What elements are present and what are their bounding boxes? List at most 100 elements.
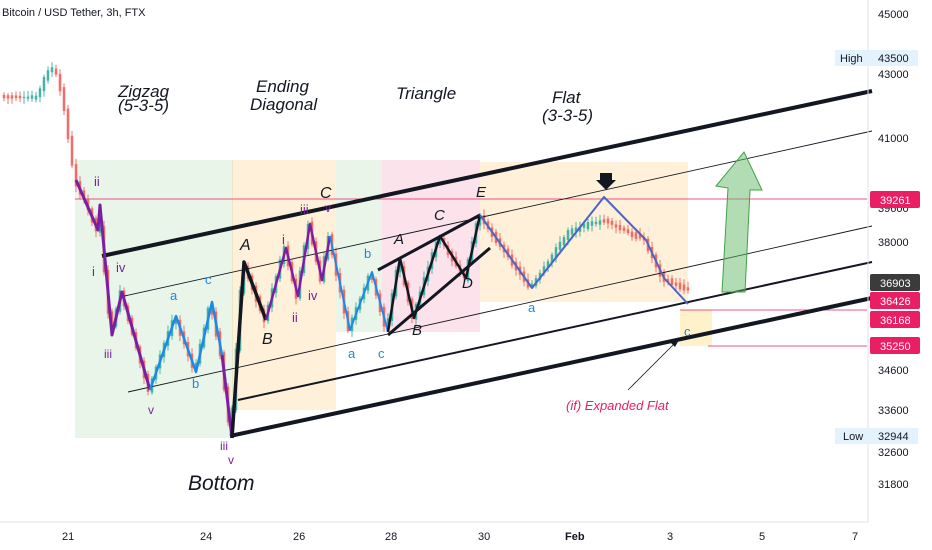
high-label-bg: [835, 50, 870, 66]
x-tick-5: 5: [759, 531, 765, 543]
tag-36903-bg: [870, 274, 920, 291]
flat-top-arrow: [596, 173, 616, 190]
candle-body: [602, 219, 606, 223]
wave-label: b: [364, 246, 371, 261]
wave-label: D: [462, 275, 473, 292]
zigzag-zone: [75, 160, 233, 438]
candle-body: [586, 222, 590, 230]
diagonal-black-wave: [230, 260, 268, 439]
candle-body: [26, 96, 30, 99]
wave-label: B: [262, 331, 273, 348]
wave-label: i: [282, 232, 285, 247]
candle-body: [398, 264, 402, 273]
zigzag-purple-wave: [74, 179, 152, 391]
candle-body: [574, 227, 578, 233]
candle-body: [678, 282, 682, 290]
zigzag-blue-wave: [148, 300, 224, 391]
candle-body: [10, 95, 14, 99]
wave-label: iii: [220, 439, 228, 453]
candle-body: [174, 320, 178, 324]
candle-body: [566, 230, 570, 240]
triangle-upper-line: [377, 213, 481, 272]
candle-body: [582, 223, 586, 228]
bullish-target-arrow: [715, 151, 763, 293]
annot-zigzag: Zigzag: [117, 82, 170, 101]
wave-label: B: [412, 322, 422, 339]
candle-body: [50, 67, 54, 73]
wave-label: C: [320, 185, 332, 202]
wave-label: iii: [300, 202, 309, 217]
x-tick-21: 21: [62, 531, 74, 543]
candle-body: [682, 284, 686, 291]
wave-label: ii: [292, 310, 298, 325]
annot-flat: Flat: [552, 88, 582, 107]
tag-36426-bg: [870, 292, 920, 309]
candle-body: [562, 237, 566, 246]
x-tick-26: 26: [293, 531, 305, 543]
wave-label: b: [192, 376, 199, 391]
annot-ending: Ending: [256, 77, 309, 96]
candle-body: [578, 226, 582, 232]
annot-bottom: Bottom: [188, 472, 255, 495]
candle-body: [542, 266, 546, 274]
channel-mid-thin: [127, 225, 873, 393]
candle-body: [70, 135, 74, 166]
pattern-lines: [377, 213, 491, 337]
y-tick-45000: 45000: [878, 9, 909, 21]
candle-body: [626, 229, 630, 234]
candle-body: [634, 232, 638, 239]
wave-label: v: [325, 201, 331, 215]
candle-body: [606, 218, 610, 224]
candle-body: [594, 221, 598, 225]
channel-upper-thick: [101, 89, 873, 258]
candle-body: [22, 96, 26, 99]
candle-body: [386, 318, 390, 326]
x-tick-28: 28: [385, 531, 397, 543]
candle-body: [34, 95, 38, 100]
wave-label: iii: [104, 347, 112, 361]
wave-label: a: [348, 346, 356, 361]
wave-label: A: [239, 237, 251, 254]
y-tick-43000: 43000: [878, 69, 909, 81]
candle-body: [30, 95, 34, 99]
expanded-flat-pointer: [627, 337, 681, 391]
diagonal-zone: [232, 160, 336, 410]
low-value: 32944: [878, 431, 909, 443]
wave-label: v: [148, 403, 154, 417]
triangle-inner-wave: [386, 214, 482, 333]
candle-body: [42, 76, 46, 92]
candle-body: [14, 95, 18, 99]
wave-label: ii: [94, 174, 100, 189]
candle-body: [58, 73, 62, 92]
candle-body: [686, 287, 690, 291]
y-tick-31800: 31800: [878, 479, 909, 491]
candle-body: [590, 221, 594, 226]
candle-body: [570, 228, 574, 235]
candle-body: [550, 254, 554, 264]
y-tick-34600: 34600: [878, 365, 909, 377]
wave-label: c: [684, 324, 691, 339]
low-label-bg: [835, 428, 870, 444]
candle-body: [18, 95, 22, 99]
candle-body: [610, 220, 614, 225]
y-tick-32600: 32600: [878, 447, 909, 459]
candle-body: [6, 95, 10, 99]
candle-body: [62, 87, 66, 111]
candle-body: [38, 88, 42, 98]
wave-label: a: [170, 288, 178, 303]
diagonal-purple-wave: [264, 222, 332, 321]
x-tick-feb: Feb: [565, 531, 585, 543]
candle-body: [2, 94, 6, 99]
annot-expanded-flat: (if) Expanded Flat: [566, 398, 670, 413]
candle-body: [54, 68, 58, 75]
candle-body: [614, 224, 618, 228]
wave-label: v: [228, 453, 234, 467]
candle-body: [670, 278, 674, 285]
y-tick-41000: 41000: [878, 133, 909, 145]
candle-body: [546, 261, 550, 268]
x-tick-3: 3: [667, 531, 673, 543]
candle-body: [478, 217, 482, 226]
